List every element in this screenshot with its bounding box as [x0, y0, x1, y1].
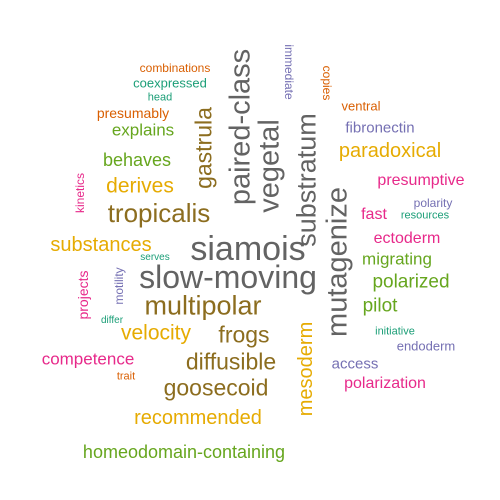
word-slow-moving: slow-moving — [139, 259, 317, 295]
word-gastrula: gastrula — [190, 107, 217, 189]
word-competence: competence — [41, 349, 135, 369]
word-explains: explains — [111, 120, 175, 140]
word-siamois: siamois — [190, 230, 306, 268]
word-kinetics: kinetics — [73, 172, 87, 214]
word-velocity: velocity — [120, 321, 192, 345]
word-homeodomain-containing: homeodomain-containing — [82, 442, 286, 462]
word-polarized: polarized — [372, 271, 450, 293]
word-derives: derives — [106, 174, 174, 198]
word-mutagenize: mutagenize — [321, 187, 354, 337]
word-immediate: immediate — [282, 44, 296, 100]
word-fibronectin: fibronectin — [345, 119, 415, 137]
word-tropicalis: tropicalis — [107, 198, 211, 228]
word-polarization: polarization — [344, 375, 426, 392]
word-resources: resources — [400, 209, 450, 222]
word-serves: serves — [140, 252, 170, 263]
word-ventral: ventral — [341, 98, 381, 114]
word-projects: projects — [75, 270, 91, 320]
word-pilot: pilot — [362, 295, 398, 317]
word-goosecoid: goosecoid — [163, 374, 269, 401]
word-recommended: recommended — [134, 407, 262, 429]
word-trait: trait — [116, 370, 136, 383]
word-head: head — [147, 91, 173, 104]
word-coexpressed: coexpressed — [133, 75, 207, 91]
word-substances: substances — [50, 234, 152, 256]
word-multipolar: multipolar — [144, 290, 262, 321]
word-initiative: initiative — [375, 325, 415, 338]
word-paired-class: paired-class — [224, 48, 257, 206]
word-endoderm: endoderm — [396, 338, 456, 354]
word-migrating: migrating — [362, 249, 432, 269]
word-vegetal: vegetal — [253, 119, 286, 213]
word-substratum: substratum — [291, 113, 322, 247]
word-behaves: behaves — [102, 150, 172, 170]
word-fast: fast — [361, 206, 387, 223]
word-paradoxical: paradoxical — [338, 140, 442, 162]
word-polarity: polarity — [413, 196, 453, 210]
word-copies: copies — [320, 65, 334, 101]
word-diffusible: diffusible — [185, 348, 277, 375]
word-frogs: frogs — [218, 321, 270, 348]
word-ectoderm: ectoderm — [373, 230, 441, 247]
word-motility: motility — [112, 267, 126, 305]
word-presumably: presumably — [96, 105, 170, 121]
word-combinations: combinations — [139, 61, 211, 75]
word-presumptive: presumptive — [377, 172, 465, 189]
word-access: access — [331, 355, 379, 373]
word-mesoderm: mesoderm — [295, 321, 317, 417]
word-differ: differ — [100, 315, 124, 326]
